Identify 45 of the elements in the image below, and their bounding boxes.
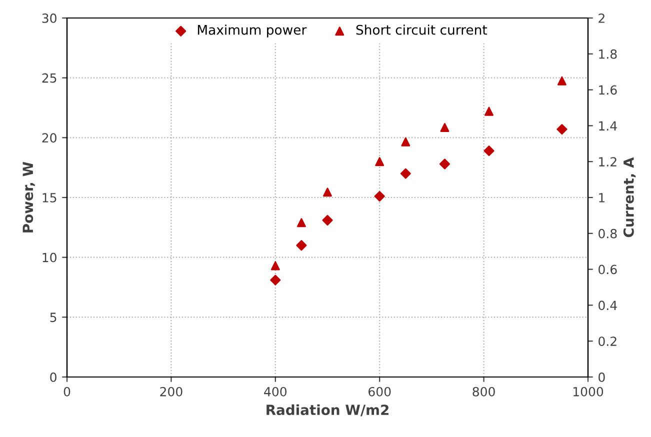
point (296, 218, 306, 228)
y2-tick-label: 0.8 (598, 228, 617, 238)
point (439, 158, 450, 170)
y2-tick-label: 0.2 (598, 336, 616, 346)
x-tick-label: 1000 (573, 386, 604, 396)
x-tick-label: 600 (368, 386, 391, 396)
y-tick-label: 20 (42, 133, 56, 143)
x-tick-label: 0 (64, 386, 70, 396)
y-tick-label: 5 (50, 312, 56, 322)
y2-tick-label: 0.6 (598, 264, 617, 274)
y-axis-title: Power, W (22, 162, 35, 232)
legend-label: Short circuit current (356, 24, 488, 35)
y2-tick-label: 1.2 (599, 157, 616, 166)
point (375, 157, 384, 166)
y2-axis-title: Current, A (623, 157, 636, 238)
y2-tick-label: 1 (599, 193, 605, 202)
point (296, 240, 307, 251)
point (484, 146, 494, 156)
point (557, 76, 566, 86)
y2-tick-label: 0 (598, 372, 605, 382)
x-tick-label: 200 (160, 386, 182, 396)
point (270, 274, 281, 286)
y-tick-label: 0 (50, 372, 56, 382)
x-axis-title: Radiation W/m2 (266, 404, 388, 416)
point (401, 137, 410, 146)
point (484, 106, 494, 116)
y2-tick-label: 0.4 (598, 300, 617, 310)
point (556, 124, 568, 135)
y2-tick-label: 1.8 (599, 49, 617, 59)
y-tick-label: 15 (42, 193, 56, 202)
y-tick-label: 25 (42, 73, 56, 83)
point (400, 168, 411, 179)
point (270, 261, 280, 270)
y-tick-label: 30 (42, 13, 56, 23)
point (374, 191, 385, 202)
y2-tick-label: 1.6 (599, 85, 617, 95)
legend-label: Maximum power (198, 24, 307, 38)
y2-tick-label: 1.4 (599, 121, 617, 130)
y-tick-label: 10 (42, 252, 56, 262)
y2-tick-label: 2 (598, 13, 604, 23)
point (323, 188, 332, 197)
x-tick-label: 400 (264, 386, 286, 396)
point (322, 214, 333, 226)
x-tick-label: 800 (472, 386, 495, 396)
point (440, 122, 450, 132)
